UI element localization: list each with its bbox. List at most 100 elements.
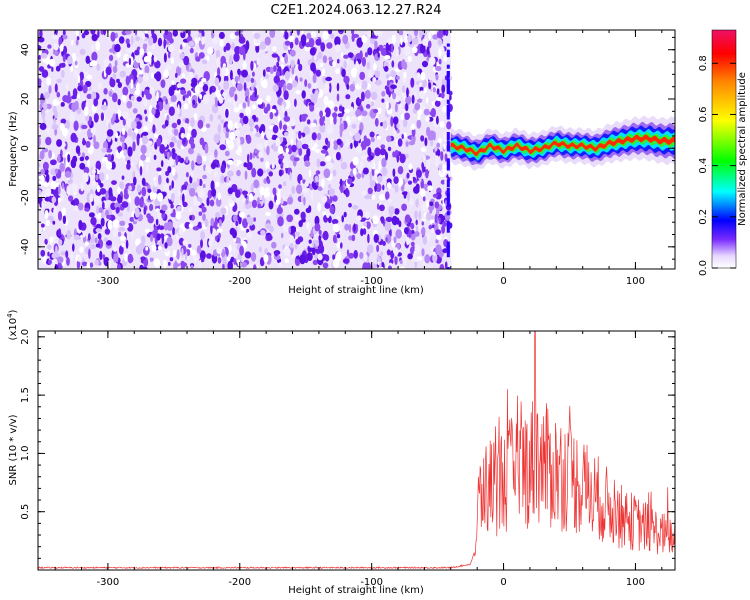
noise-speck (76, 93, 81, 99)
noise-speck (370, 91, 378, 101)
noise-speck (103, 237, 109, 242)
noise-speck (405, 102, 408, 112)
noise-speck (132, 141, 136, 152)
noise-speck (55, 65, 61, 72)
noise-speck (287, 196, 294, 205)
y-tick-label: 0.5 (20, 504, 31, 520)
noise-speck (160, 79, 166, 88)
noise-speck (374, 147, 381, 157)
noise-speck (218, 219, 222, 227)
noise-speck (39, 150, 45, 160)
noise-speck (86, 261, 90, 269)
noise-speck (198, 81, 204, 88)
noise-speck (364, 211, 371, 219)
noise-speck (356, 215, 362, 221)
noise-speck (407, 191, 410, 202)
noise-speck (211, 161, 217, 169)
noise-speck (227, 120, 233, 131)
noise-speck (354, 132, 361, 142)
noise-speck (229, 227, 236, 236)
noise-speck (335, 68, 341, 74)
noise-speck (139, 197, 144, 208)
noise-speck (128, 185, 133, 192)
noise-speck (77, 202, 84, 211)
noise-speck (191, 160, 195, 171)
noise-speck (219, 144, 226, 151)
colorbar-gradient (712, 30, 736, 268)
noise-speck (435, 229, 441, 236)
noise-speck (91, 91, 97, 101)
noise-speck (201, 77, 207, 83)
noise-speck (176, 118, 181, 126)
noise-speck (106, 214, 112, 220)
noise-speck (75, 145, 81, 154)
noise-speck (152, 124, 156, 134)
noise-speck (280, 197, 284, 205)
noise-speck (195, 56, 201, 62)
noise-speck (283, 223, 290, 232)
noise-speck (382, 120, 388, 129)
noise-speck (287, 144, 293, 155)
noise-speck (428, 56, 436, 66)
noise-speck (65, 95, 72, 104)
noise-speck (376, 203, 380, 210)
noise-speck (225, 42, 231, 51)
noise-speck (48, 85, 52, 94)
noise-speck (360, 155, 367, 160)
noise-speck (159, 144, 166, 154)
noise-edge (446, 78, 450, 87)
noise-speck (205, 123, 211, 129)
noise-speck (271, 53, 279, 58)
noise-speck (313, 143, 318, 148)
noise-speck (404, 214, 411, 223)
noise-speck (238, 36, 246, 44)
noise-speck (392, 116, 399, 125)
noise-speck (436, 235, 442, 241)
noise-speck (215, 211, 221, 219)
noise-speck (202, 94, 210, 105)
noise-speck (344, 223, 350, 231)
noise-speck (96, 184, 101, 193)
noise-speck (369, 171, 373, 182)
noise-speck (396, 75, 400, 80)
noise-speck (194, 37, 198, 45)
noise-speck (359, 71, 366, 81)
noise-speck (379, 262, 382, 268)
noise-speck (178, 61, 182, 68)
noise-speck (399, 153, 406, 164)
noise-speck (227, 198, 234, 204)
noise-speck (69, 112, 75, 123)
noise-speck (294, 208, 300, 215)
x-tick-label: -200 (228, 276, 251, 287)
noise-speck (68, 195, 74, 202)
noise-speck (144, 65, 150, 74)
noise-speck (254, 87, 257, 98)
noise-speck (325, 76, 332, 82)
noise-speck (119, 135, 125, 143)
noise-speck (206, 55, 210, 61)
noise-speck (181, 193, 185, 204)
noise-speck (420, 79, 428, 88)
x-tick-label: -100 (360, 577, 383, 588)
noise-speck (265, 223, 272, 230)
noise-speck (367, 30, 373, 38)
noise-speck (187, 206, 193, 213)
noise-speck (112, 113, 117, 121)
colorbar-frame (711, 29, 737, 269)
noise-speck (403, 191, 407, 199)
noise-speck (336, 234, 341, 239)
noise-speck (50, 159, 57, 166)
noise-speck (202, 206, 207, 213)
noise-speck (188, 147, 194, 155)
noise-speck (201, 155, 207, 161)
noise-speck (393, 127, 396, 138)
noise-speck (437, 38, 443, 46)
noise-speck (336, 241, 341, 249)
noise-speck (346, 249, 350, 257)
noise-speck (375, 183, 382, 193)
noise-speck (232, 214, 238, 222)
noise-speck (436, 30, 444, 39)
chart-title: C2E1.2024.063.12.27.R24 (270, 3, 441, 18)
noise-speck (439, 263, 445, 269)
noise-speck (137, 30, 143, 37)
